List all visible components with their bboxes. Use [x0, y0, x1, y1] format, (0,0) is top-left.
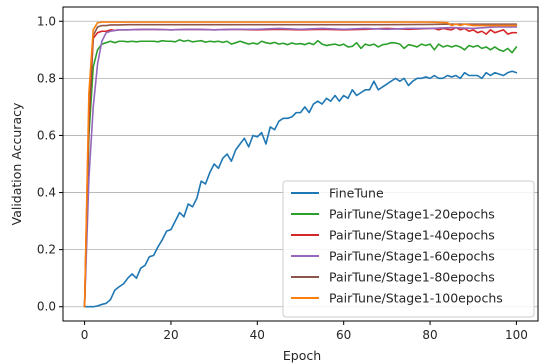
- series-line-3: [83, 26, 518, 308]
- x-tick-label-2: 40: [250, 328, 265, 342]
- legend-box: [282, 180, 535, 318]
- x-tick-label-3: 60: [336, 328, 351, 342]
- series-line-5: [83, 21, 518, 308]
- y-tick-label-1: 0.2: [37, 243, 56, 257]
- y-tick-label-3: 0.6: [37, 128, 56, 142]
- legend-label-2: PairTune/Stage1-40epochs: [329, 228, 495, 243]
- x-tick-label-4: 80: [422, 328, 437, 342]
- x-tick-label-1: 20: [163, 328, 178, 342]
- y-tick-label-4: 0.8: [37, 71, 56, 85]
- y-axis-label: Validation Accuracy: [9, 102, 24, 225]
- series-layer: [83, 21, 518, 308]
- legend-label-4: PairTune/Stage1-80epochs: [329, 270, 495, 285]
- legend: FineTune PairTune/Stage1-20epochs PairTune…: [282, 180, 535, 318]
- legend-label-3: PairTune/Stage1-60epochs: [329, 249, 495, 264]
- legend-label-5: PairTune/Stage1-100epochs: [329, 291, 503, 306]
- x-axis-ticks: 0 20 40 60 80 100: [81, 321, 528, 342]
- y-tick-label-5: 1.0: [37, 14, 56, 28]
- y-tick-label-2: 0.4: [37, 186, 56, 200]
- series-line-4: [83, 23, 518, 308]
- legend-label-0: FineTune: [329, 186, 384, 201]
- y-tick-label-0: 0.0: [37, 300, 56, 314]
- x-tick-label-0: 0: [81, 328, 89, 342]
- series-line-0: [83, 70, 518, 308]
- plot-frame: [62, 6, 539, 322]
- series-line-1: [83, 39, 518, 308]
- legend-label-1: PairTune/Stage1-20epochs: [329, 207, 495, 222]
- y-axis-ticks: 0.0 0.2 0.4 0.6 0.8 1.0: [37, 14, 63, 314]
- x-axis-label: Epoch: [283, 348, 321, 363]
- x-tick-label-5: 100: [505, 328, 528, 342]
